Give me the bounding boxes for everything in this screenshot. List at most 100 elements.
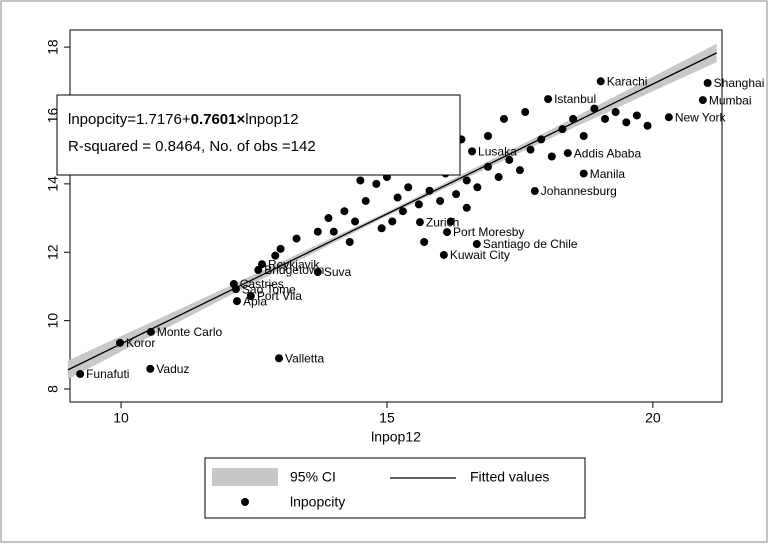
point xyxy=(388,217,397,226)
point-label: Karachi xyxy=(607,74,648,88)
point xyxy=(420,237,429,246)
point xyxy=(275,354,284,363)
equation: lnpopcity=1.7176+0.7601×lnpop12 xyxy=(68,111,299,128)
point xyxy=(115,338,124,347)
point xyxy=(340,207,349,216)
point-label: Monte Carlo xyxy=(157,325,223,339)
y-tick-label: 12 xyxy=(45,244,61,260)
point xyxy=(499,114,508,123)
point xyxy=(590,104,599,113)
point xyxy=(146,327,155,336)
point-label: Sao Tome xyxy=(242,282,296,296)
point xyxy=(229,280,238,289)
point xyxy=(596,77,605,86)
equation-lhs: lnpopcity=1.7176+ xyxy=(68,111,191,128)
point xyxy=(313,268,322,277)
point xyxy=(547,152,556,161)
point xyxy=(505,155,514,164)
point-label: Istanbul xyxy=(554,92,596,106)
x-tick-label: 10 xyxy=(113,410,129,426)
equation-rhs: lnpop12 xyxy=(245,111,298,128)
y-tick-label: 14 xyxy=(45,176,61,192)
point xyxy=(632,111,641,120)
point-label: Port Moresby xyxy=(453,225,524,239)
point xyxy=(257,260,266,269)
point xyxy=(329,227,338,236)
point xyxy=(324,214,333,223)
point-label: Bridgetown xyxy=(264,263,324,277)
point xyxy=(579,131,588,140)
point xyxy=(601,114,610,123)
point xyxy=(622,118,631,127)
legend-label: Fitted values xyxy=(470,469,549,485)
equation-slope: 0.7601× xyxy=(191,111,246,128)
point-label: Valletta xyxy=(285,351,324,365)
point xyxy=(468,147,477,156)
point xyxy=(232,297,241,306)
point-label: Vaduz xyxy=(156,362,189,376)
point-label: Santiago de Chile xyxy=(483,237,578,251)
point xyxy=(563,149,572,158)
point-label: Kuwait City xyxy=(450,248,510,262)
point xyxy=(544,95,553,104)
fit-line xyxy=(67,52,717,371)
point xyxy=(356,176,365,185)
point-label: Mumbai xyxy=(709,93,752,107)
point xyxy=(643,121,652,130)
y-tick-label: 18 xyxy=(45,39,61,55)
point xyxy=(611,108,620,117)
point xyxy=(146,364,155,373)
point xyxy=(698,96,707,105)
point-label: Manila xyxy=(590,167,626,181)
legend-box xyxy=(204,457,586,519)
point xyxy=(472,240,481,249)
point xyxy=(436,196,445,205)
point xyxy=(351,217,360,226)
point-label: Funafuti xyxy=(86,367,129,381)
point xyxy=(393,193,402,202)
legend-swatch xyxy=(212,468,278,486)
point xyxy=(414,200,423,209)
point-label: Lusaka xyxy=(478,145,517,159)
point xyxy=(276,244,285,253)
point xyxy=(313,227,322,236)
point xyxy=(372,179,381,188)
point xyxy=(537,135,546,144)
point xyxy=(484,131,493,140)
legend-label: lnpopcity xyxy=(290,494,345,510)
point xyxy=(526,145,535,154)
point xyxy=(462,176,471,185)
point xyxy=(530,187,539,196)
point xyxy=(415,218,424,227)
point-label: Suva xyxy=(324,265,352,279)
point xyxy=(254,266,263,275)
y-tick-label: 8 xyxy=(45,385,61,393)
fit-stats: R-squared = 0.8464, No. of obs =142 xyxy=(68,138,316,155)
point xyxy=(292,234,301,243)
point xyxy=(579,169,588,178)
point xyxy=(452,190,461,199)
x-tick-label: 15 xyxy=(379,410,395,426)
point xyxy=(76,369,85,378)
point-label: Port Vila xyxy=(257,289,302,303)
point xyxy=(443,228,452,237)
legend-label: 95% CI xyxy=(290,469,336,485)
point xyxy=(439,250,448,259)
legend-swatch xyxy=(241,498,249,506)
point xyxy=(515,166,524,175)
y-tick-label: 10 xyxy=(45,313,61,329)
x-tick-label: 20 xyxy=(645,410,661,426)
point xyxy=(521,108,530,117)
point xyxy=(398,207,407,216)
point xyxy=(377,224,386,233)
point xyxy=(271,251,280,260)
point xyxy=(462,203,471,212)
point xyxy=(404,183,413,192)
point-label: Castries xyxy=(240,277,284,291)
point xyxy=(446,217,455,226)
plot-frame xyxy=(69,29,723,403)
point-label: Johannesburg xyxy=(541,184,617,198)
point-label: Addis Ababa xyxy=(574,146,642,160)
